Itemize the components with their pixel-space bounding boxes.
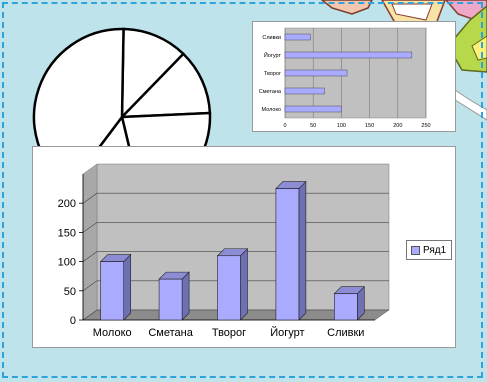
pie-slice (120, 27, 186, 121)
bar-side (181, 271, 190, 321)
column-chart-panel: 0 50 100 150 200 Молоко Сметана Творог Йогурт Сли… (32, 146, 456, 348)
mini-x-tick-label: 0 (283, 123, 286, 129)
x-tick-label: Сметана (148, 327, 193, 339)
bar (158, 278, 183, 321)
mini-bar (284, 69, 348, 77)
mini-y-tick-label: Сливки (262, 35, 281, 41)
mini-bar (284, 51, 413, 59)
mini-bar (284, 87, 325, 95)
bar (275, 188, 300, 321)
mini-x-tick-label: 250 (421, 123, 430, 129)
bar (100, 261, 124, 321)
horizontal-bar-chart: 0 50 100 150 200 250 Сливки Йогурт Творог Сметана… (259, 27, 431, 129)
bar-side (240, 248, 248, 321)
mini-x-tick-label: 200 (393, 123, 402, 129)
bar-side (298, 180, 307, 321)
column-chart: 0 50 100 150 200 Молоко Сметана Творог Йогурт Сли… (58, 163, 390, 339)
bar-side (123, 253, 131, 321)
mini-x-tick-label: 100 (337, 123, 346, 129)
mini-y-tick-label: Молоко (262, 107, 281, 113)
legend-label: Ряд1 (423, 244, 447, 256)
pie-slice (118, 52, 212, 119)
legend: Ряд1 (406, 240, 452, 260)
mini-x-tick-label: 150 (365, 123, 374, 129)
bar (217, 255, 241, 321)
mini-bar (284, 33, 311, 41)
y-tick-label: 100 (58, 257, 76, 269)
y-tick-label: 150 (58, 227, 76, 239)
side-wall (82, 163, 98, 321)
y-tick-label: 200 (58, 198, 76, 210)
x-tick-label: Молоко (93, 327, 132, 339)
x-tick-label: Творог (212, 327, 246, 339)
x-tick-label: Сливки (327, 327, 364, 339)
mini-y-tick-label: Сметана (259, 89, 282, 95)
y-tick-label: 50 (64, 286, 76, 298)
mini-y-tick-label: Творог (264, 71, 281, 77)
legend-swatch (411, 245, 420, 255)
mini-y-tick-label: Йогурт (264, 51, 282, 59)
x-tick-label: Йогурт (270, 326, 304, 339)
bar (333, 293, 358, 321)
mini-bar (284, 105, 342, 113)
mini-x-tick-label: 50 (310, 123, 316, 129)
y-tick-label: 0 (70, 315, 76, 327)
horizontal-bar-chart-panel: 0 50 100 150 200 250 Сливки Йогурт Творог Сметана… (252, 21, 456, 132)
